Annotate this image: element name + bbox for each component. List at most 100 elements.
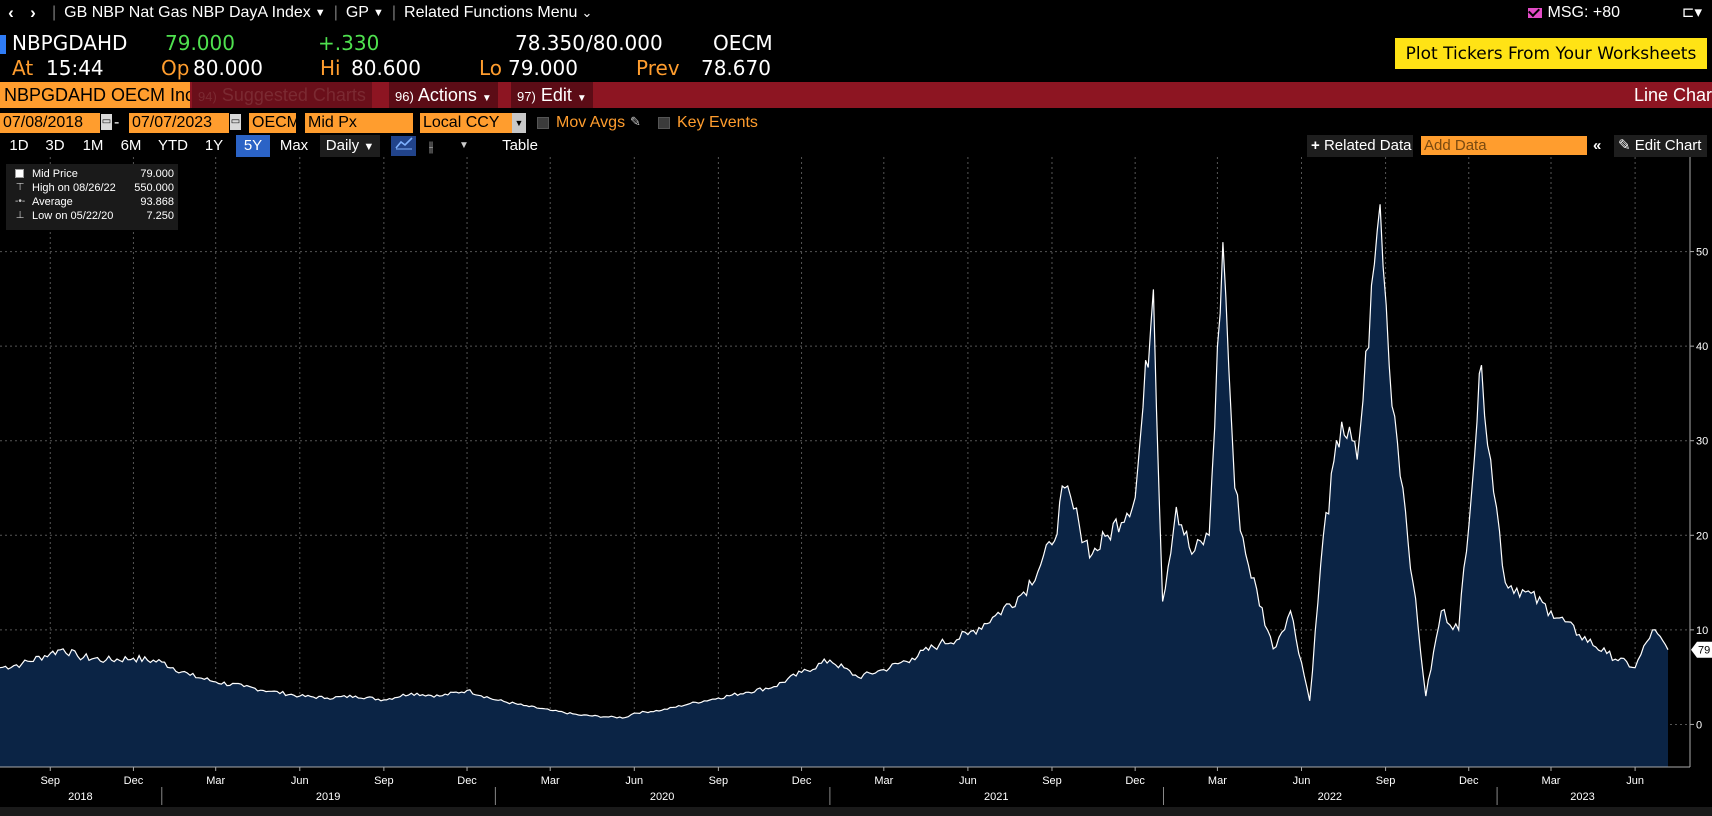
legend-row-mid-price: Mid Price 79.000 — [6, 167, 178, 181]
related-data-label: Related Data — [1323, 137, 1412, 154]
date-separator: - — [114, 114, 120, 131]
related-functions-label: Related Functions Menu — [404, 4, 578, 21]
line-chart-icon[interactable] — [391, 136, 416, 156]
price-chart[interactable]: 0 10 20 30 40 50 Sep Dec Mar Jun Sep Dec Mar Jun Sep D… — [0, 157, 1712, 816]
edit-menu[interactable]: 97) Edit ▼ — [511, 82, 593, 108]
messages-indicator[interactable]: MSG: +80 — [1527, 4, 1620, 22]
x-month-label: Jun — [291, 775, 309, 787]
x-year-label: 2022 — [1318, 791, 1342, 803]
low-label: Lo — [479, 56, 503, 80]
security-field[interactable]: NBPGDAHD OECM Inc — [0, 82, 190, 108]
chevron-down-icon: ▼ — [372, 7, 384, 19]
plus-icon: + — [1311, 137, 1320, 154]
ask-price: /80.000 — [586, 31, 663, 55]
x-month-label: Dec — [124, 775, 144, 787]
calendar-icon[interactable]: ▭ — [101, 114, 112, 130]
chart-type-label: Line Char — [1633, 85, 1712, 105]
last-price-tag-label: 79 — [1698, 645, 1710, 657]
edit-label: Edit — [540, 85, 572, 105]
price-source: OECM — [713, 31, 773, 55]
plot-tickers-button[interactable]: Plot Tickers From Your Worksheets — [1395, 38, 1707, 69]
range-button-1d[interactable]: 1D — [9, 137, 29, 154]
source-input[interactable]: OECM — [249, 113, 296, 133]
mov-avgs-checkbox[interactable] — [537, 117, 549, 129]
bar-chart-icon[interactable]: ⫲ — [428, 138, 434, 154]
legend-label: Average — [32, 196, 73, 208]
suggested-charts-number: 94) — [198, 89, 217, 104]
x-axis-scroll-track — [0, 807, 1712, 816]
currency-input[interactable]: Local CCY — [420, 113, 512, 133]
start-date-input[interactable]: 07/08/2018 — [0, 113, 100, 133]
frequency-label: Daily — [325, 137, 360, 154]
x-month-label: Jun — [625, 775, 643, 787]
price-line — [0, 204, 1669, 719]
key-events-checkbox[interactable] — [658, 117, 670, 129]
x-month-label: Mar — [1542, 775, 1561, 787]
chart-grid — [0, 157, 1690, 767]
chart-type-dropdown-icon[interactable]: ▼ — [459, 140, 469, 151]
suggested-charts-label: Suggested Charts — [221, 85, 366, 105]
price-area-fill — [0, 204, 1668, 768]
chart-toolbar: NBPGDAHD OECM Inc 94) Suggested Charts 9… — [0, 82, 1712, 108]
mov-avgs-label[interactable]: Mov Avgs — [556, 114, 626, 131]
pencil-icon: ✎ — [1618, 137, 1631, 154]
ticker-color-marker — [0, 35, 6, 54]
function-menu[interactable]: GP ▼ — [346, 4, 384, 22]
key-events-label[interactable]: Key Events — [677, 114, 758, 131]
calendar-icon[interactable]: ▭ — [230, 114, 241, 130]
security-title-menu[interactable]: GB NBP Nat Gas NBP DayA Index ▼ — [64, 4, 326, 22]
x-month-label: Mar — [541, 775, 560, 787]
average-marker-icon: -•- — [15, 196, 26, 207]
range-button-3d[interactable]: 3D — [45, 137, 65, 154]
legend-label: High on 08/26/22 — [32, 182, 116, 194]
frequency-dropdown[interactable]: Daily ▼ — [320, 135, 380, 157]
ticker-symbol[interactable]: NBPGDAHD — [12, 31, 128, 55]
window-options-icon[interactable]: ⊏▾ — [1681, 4, 1702, 21]
low-marker-icon: ⊥ — [15, 210, 25, 221]
x-month-label: Sep — [709, 775, 729, 787]
actions-menu[interactable]: 96) Actions ▼ — [389, 82, 498, 108]
x-month-label: Sep — [40, 775, 60, 787]
edit-chart-button[interactable]: ✎ Edit Chart — [1614, 135, 1708, 157]
x-year-label: 2021 — [984, 791, 1008, 803]
suggested-charts-button[interactable]: 94) Suggested Charts — [192, 82, 372, 108]
range-button-5y[interactable]: 5Y — [236, 135, 270, 157]
range-button-ytd[interactable]: YTD — [158, 137, 188, 154]
range-button-max[interactable]: Max — [279, 137, 309, 154]
table-button[interactable]: Table — [502, 137, 538, 154]
open-label: Op — [161, 56, 190, 80]
edit-chart-label: Edit Chart — [1634, 137, 1702, 154]
end-date-input[interactable]: 07/07/2023 — [129, 113, 229, 133]
currency-dropdown-icon[interactable]: ▼ — [512, 113, 526, 133]
x-month-label: Dec — [457, 775, 477, 787]
y-tick-label: 20 — [1696, 530, 1708, 542]
double-chevron-left-icon[interactable]: « — [1593, 137, 1602, 154]
related-functions-menu[interactable]: Related Functions Menu ⌄ — [404, 4, 592, 22]
related-data-button[interactable]: + Related Data — [1307, 135, 1413, 157]
x-year-label: 2018 — [68, 791, 92, 803]
open-price: 80.000 — [193, 56, 263, 80]
last-price-tag-shape — [1691, 641, 1712, 658]
x-month-label: Sep — [1042, 775, 1062, 787]
forward-arrow-icon[interactable]: › — [30, 3, 36, 22]
edit-number: 97) — [517, 89, 536, 104]
range-button-1y[interactable]: 1Y — [204, 137, 224, 154]
quote-time: 15:44 — [46, 56, 104, 80]
function-name: GP — [345, 4, 369, 21]
y-tick-label: 0 — [1696, 719, 1702, 731]
add-data-input[interactable]: Add Data — [1421, 136, 1587, 155]
pencil-icon[interactable]: ✎ — [630, 114, 641, 129]
field-input[interactable]: Mid Px — [305, 113, 413, 133]
x-axis: Sep Dec Mar Jun Sep Dec Mar Jun Sep Dec Mar Jun Sep D… — [0, 766, 1712, 816]
y-tick-label: 40 — [1696, 341, 1708, 353]
x-month-label: Mar — [206, 775, 225, 787]
last-price: 79.000 — [165, 31, 235, 55]
nav-separator: | — [333, 4, 338, 21]
range-button-6m[interactable]: 6M — [120, 137, 142, 154]
back-arrow-icon[interactable]: ‹ — [8, 3, 14, 22]
chart-legend[interactable]: Mid Price 79.000 ⊤ High on 08/26/22 550.… — [6, 164, 178, 230]
high-label: Hi — [320, 56, 341, 80]
range-selector-row: 1D 3D 1M 6M YTD 1Y 5Y Max Daily ▼ ⫲ ▼ Table + R… — [0, 135, 1712, 157]
x-year-label: 2020 — [650, 791, 674, 803]
range-button-1m[interactable]: 1M — [82, 137, 104, 154]
